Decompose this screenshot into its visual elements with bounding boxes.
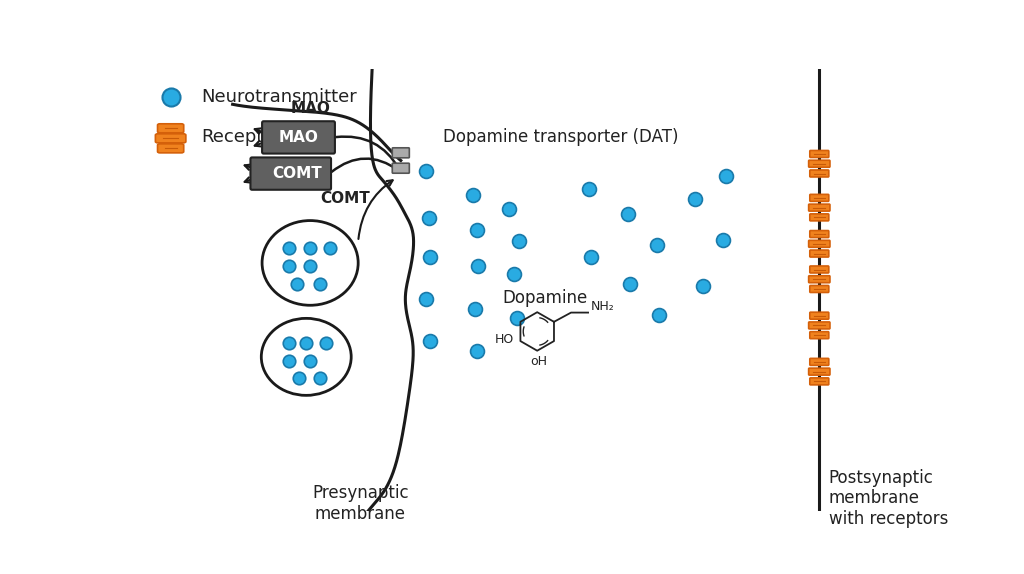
Text: Neurotransmitter: Neurotransmitter (201, 88, 356, 106)
FancyBboxPatch shape (158, 144, 183, 153)
FancyBboxPatch shape (158, 124, 183, 133)
Text: Receptor: Receptor (201, 129, 282, 146)
FancyBboxPatch shape (810, 150, 828, 157)
Text: Presynaptic
membrane: Presynaptic membrane (312, 484, 409, 523)
Ellipse shape (262, 220, 358, 305)
FancyBboxPatch shape (810, 214, 828, 221)
Text: Dopamine: Dopamine (503, 289, 588, 307)
FancyBboxPatch shape (809, 204, 830, 211)
FancyBboxPatch shape (809, 322, 830, 329)
FancyBboxPatch shape (392, 148, 410, 158)
Text: COMT: COMT (321, 191, 370, 205)
FancyBboxPatch shape (810, 266, 828, 273)
FancyBboxPatch shape (810, 231, 828, 238)
FancyBboxPatch shape (810, 312, 828, 319)
Text: NH₂: NH₂ (591, 300, 615, 313)
Ellipse shape (261, 319, 351, 395)
FancyBboxPatch shape (156, 134, 186, 143)
FancyBboxPatch shape (251, 157, 331, 190)
FancyBboxPatch shape (810, 378, 828, 385)
Text: HO: HO (495, 333, 514, 346)
FancyBboxPatch shape (810, 332, 828, 339)
Text: MAO: MAO (279, 130, 318, 145)
Text: Postsynaptic
membrane
with receptors: Postsynaptic membrane with receptors (828, 468, 948, 528)
Text: MAO: MAO (290, 101, 330, 116)
FancyBboxPatch shape (809, 276, 830, 283)
FancyBboxPatch shape (810, 285, 828, 293)
FancyBboxPatch shape (392, 163, 410, 173)
FancyBboxPatch shape (810, 195, 828, 201)
FancyBboxPatch shape (810, 250, 828, 257)
FancyBboxPatch shape (810, 170, 828, 177)
FancyBboxPatch shape (262, 121, 335, 154)
FancyBboxPatch shape (809, 160, 830, 167)
FancyBboxPatch shape (809, 368, 830, 375)
FancyBboxPatch shape (809, 241, 830, 247)
Text: oH: oH (530, 355, 547, 369)
FancyBboxPatch shape (810, 358, 828, 366)
Text: COMT: COMT (272, 166, 322, 181)
Text: Dopamine transporter (DAT): Dopamine transporter (DAT) (443, 129, 679, 146)
